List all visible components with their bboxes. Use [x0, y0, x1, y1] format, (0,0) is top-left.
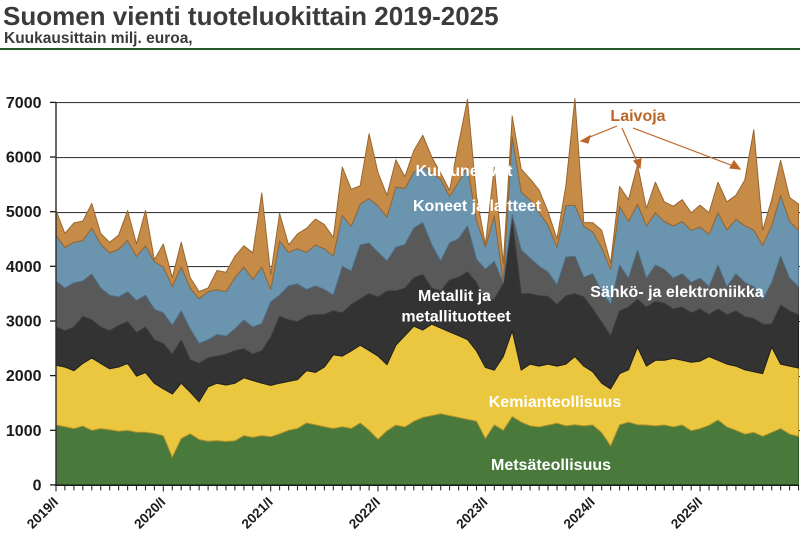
svg-text:2025/I: 2025/I [668, 494, 705, 531]
svg-text:2000: 2000 [6, 368, 42, 385]
svg-text:3000: 3000 [6, 314, 42, 331]
svg-text:2022/I: 2022/I [346, 494, 383, 531]
svg-text:Metsäteollisuus: Metsäteollisuus [491, 457, 611, 474]
svg-text:0: 0 [33, 477, 42, 494]
svg-text:Sähkö- ja elektroniikka: Sähkö- ja elektroniikka [590, 284, 764, 301]
svg-text:2024/I: 2024/I [561, 494, 598, 531]
svg-text:1000: 1000 [6, 423, 42, 440]
svg-text:metallituotteet: metallituotteet [401, 309, 511, 326]
svg-text:Kulkuneuvot: Kulkuneuvot [416, 163, 514, 180]
svg-text:2021/I: 2021/I [239, 494, 276, 531]
svg-text:7000: 7000 [6, 95, 42, 112]
svg-text:6000: 6000 [6, 150, 42, 167]
svg-text:Laivoja: Laivoja [610, 108, 665, 125]
svg-text:2019/I: 2019/I [24, 494, 61, 531]
svg-text:5000: 5000 [6, 204, 42, 221]
svg-text:Kemianteollisuus: Kemianteollisuus [489, 394, 622, 411]
svg-text:Koneet ja laitteet: Koneet ja laitteet [413, 198, 542, 215]
svg-text:Metallit ja: Metallit ja [418, 288, 491, 305]
svg-text:2020/I: 2020/I [131, 494, 168, 531]
svg-text:4000: 4000 [6, 259, 42, 276]
svg-text:2023/I: 2023/I [453, 494, 490, 531]
